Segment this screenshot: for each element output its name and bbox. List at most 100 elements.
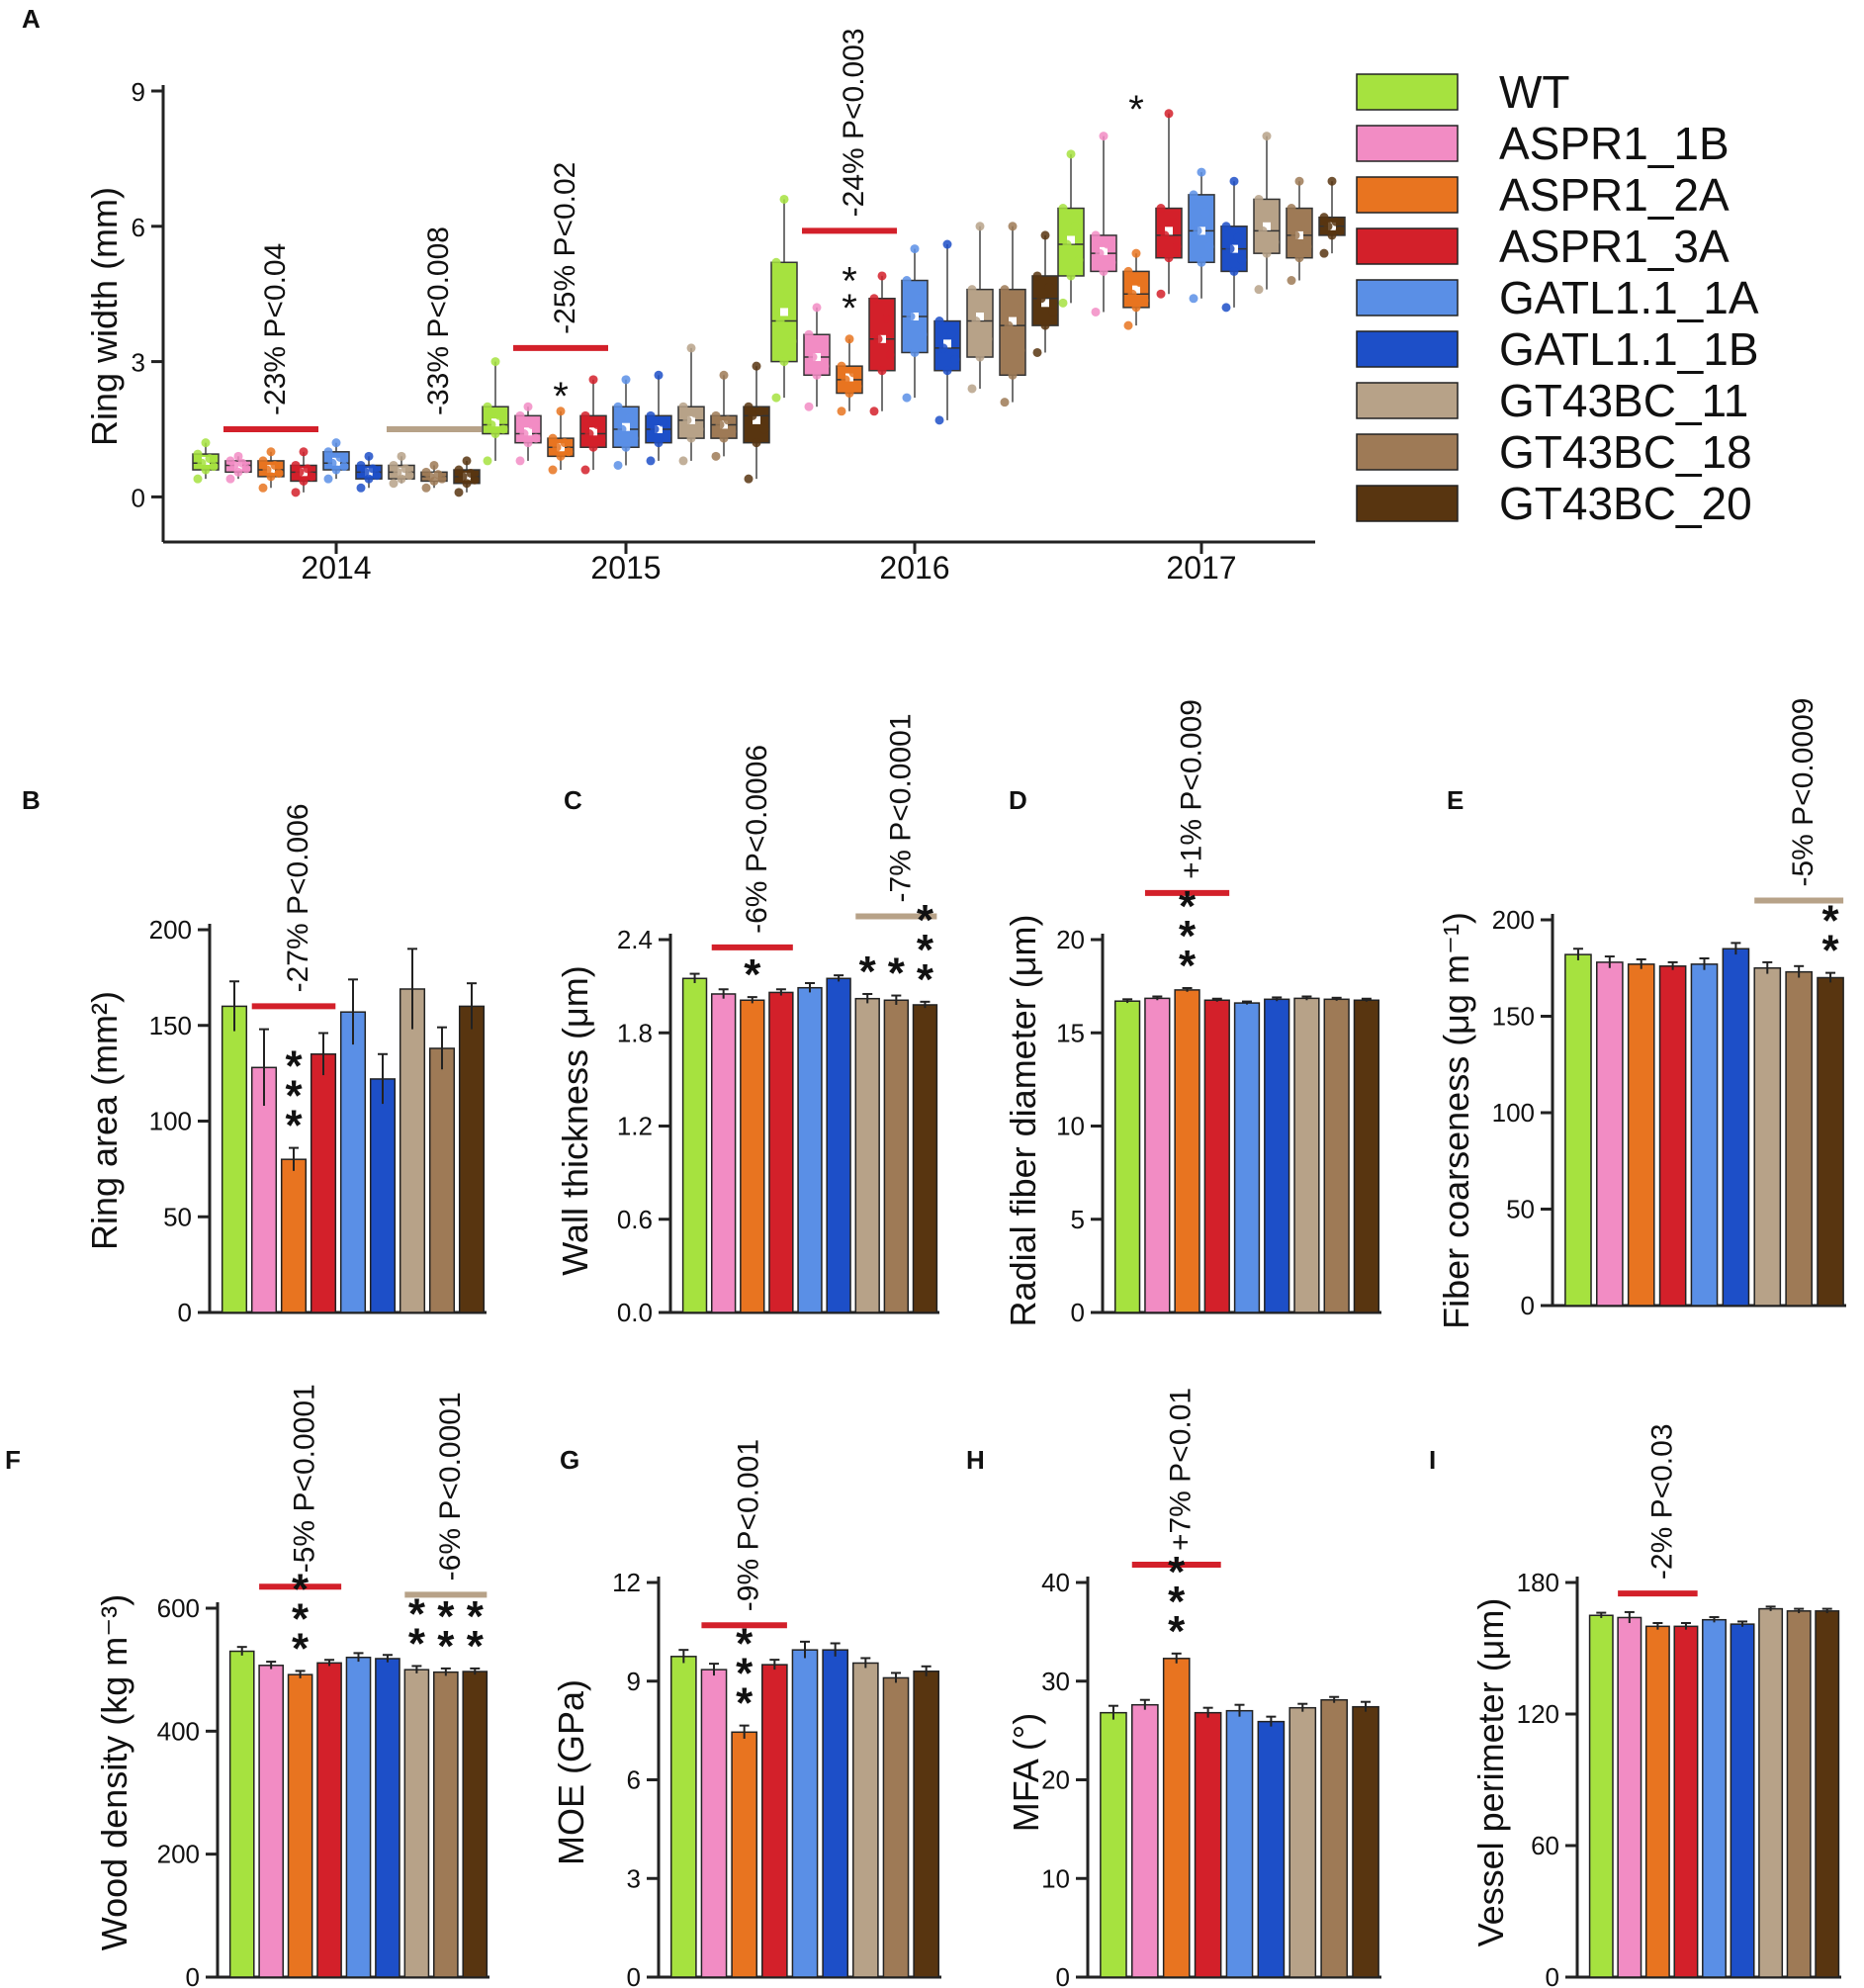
data-point <box>523 438 533 448</box>
data-point <box>752 438 761 448</box>
data-point <box>881 314 891 323</box>
legend-label: ASPR1_1B <box>1499 118 1730 169</box>
data-point <box>621 442 631 452</box>
y-tick-label: 6 <box>627 1765 641 1795</box>
data-point <box>470 475 480 485</box>
y-tick-label: 150 <box>149 1011 192 1040</box>
data-point <box>335 453 345 462</box>
bar <box>1323 998 1350 1313</box>
significance-star: * <box>285 1042 303 1091</box>
data-point <box>844 334 854 344</box>
y-tick-label: 200 <box>1492 905 1535 935</box>
box-mean <box>1041 299 1049 308</box>
significance-label: +1% P<0.009 <box>1176 699 1208 879</box>
data-point <box>1254 285 1264 295</box>
data-point <box>225 474 235 484</box>
significance-star: * <box>842 287 857 330</box>
bar <box>1257 1720 1286 1978</box>
data-point <box>719 370 729 380</box>
data-point <box>1107 257 1116 267</box>
data-point <box>1070 222 1080 231</box>
bar <box>399 988 426 1313</box>
significance-star: * <box>736 1650 754 1698</box>
y-tick-label: 600 <box>157 1593 200 1623</box>
significance-star: * <box>1821 897 1839 946</box>
data-point <box>848 368 858 378</box>
data-point <box>462 479 472 489</box>
data-point <box>1040 230 1050 240</box>
data-point <box>1127 289 1137 299</box>
data-point <box>1258 226 1268 235</box>
data-point <box>327 458 337 468</box>
significance-label: -24% P<0.003 <box>838 28 870 217</box>
data-point <box>1168 217 1178 226</box>
data-point <box>837 407 846 416</box>
bar <box>670 1656 697 1978</box>
y-tick-label: 180 <box>1517 1568 1559 1597</box>
significance-label: -6% P<0.0006 <box>741 745 773 934</box>
data-point <box>613 402 623 411</box>
significance-star: * <box>1179 882 1197 931</box>
y-tick-label: 30 <box>1041 1667 1070 1696</box>
data-point <box>201 438 211 448</box>
data-point <box>1123 320 1133 330</box>
data-point <box>934 316 944 326</box>
data-point <box>771 393 781 403</box>
data-point <box>400 464 410 474</box>
box-mean <box>943 339 951 348</box>
y-tick-label: 1.8 <box>617 1018 653 1047</box>
data-point <box>678 402 688 411</box>
legend: WTASPR1_1BASPR1_2AASPR1_3AGATL1.1_1AGATL… <box>1356 66 1759 529</box>
y-tick-label: 2.4 <box>617 925 653 954</box>
bar <box>228 1650 255 1978</box>
y-axis-label: MOE (GPa) <box>551 1679 591 1865</box>
data-point <box>869 294 879 304</box>
data-point <box>1066 149 1076 159</box>
data-point <box>771 257 781 267</box>
data-point <box>266 447 276 457</box>
x-tick-label: 2015 <box>590 550 661 586</box>
data-point <box>646 456 656 466</box>
data-point <box>1008 222 1018 231</box>
data-point <box>1233 232 1243 242</box>
significance-star: * <box>408 1589 426 1638</box>
data-point <box>625 413 635 423</box>
legend-label: GT43BC_20 <box>1499 478 1752 529</box>
data-point <box>299 476 309 486</box>
bar <box>1320 1698 1348 1978</box>
data-point <box>1099 266 1109 276</box>
data-point <box>1172 241 1182 251</box>
data-point <box>873 334 883 344</box>
y-tick-label: 0 <box>1071 1298 1085 1327</box>
y-tick-label: 150 <box>1492 1002 1535 1032</box>
y-axis-label: Fiber coarseness (μg m⁻¹) <box>1436 912 1476 1329</box>
data-point <box>816 341 826 351</box>
legend-swatch <box>1356 382 1459 419</box>
data-point <box>1091 230 1101 240</box>
data-point <box>193 474 203 484</box>
data-point <box>650 424 660 434</box>
panel-letter: D <box>1009 785 1027 815</box>
data-point <box>454 465 464 475</box>
data-point <box>877 271 887 281</box>
data-point <box>946 329 956 339</box>
data-point <box>1225 244 1235 254</box>
data-point <box>837 361 846 371</box>
data-point <box>368 464 378 474</box>
y-tick-label: 20 <box>1041 1765 1070 1795</box>
y-tick-label: 100 <box>1492 1098 1535 1128</box>
panel-i: 0 60 120 180 I Vessel perimeter (μm) -2% P<0.0… <box>1429 1423 1841 1988</box>
box-mean <box>1067 235 1075 244</box>
data-point <box>1160 230 1170 240</box>
bar <box>913 1671 939 1978</box>
data-point <box>1066 271 1076 281</box>
data-point <box>1327 176 1337 186</box>
bar <box>287 1673 313 1978</box>
data-point <box>1270 237 1280 247</box>
data-point <box>483 402 492 411</box>
y-axis-label: Ring area (mm²) <box>84 991 125 1250</box>
significance-star: * <box>553 375 569 418</box>
bar <box>375 1658 400 1978</box>
data-point <box>1156 204 1166 214</box>
